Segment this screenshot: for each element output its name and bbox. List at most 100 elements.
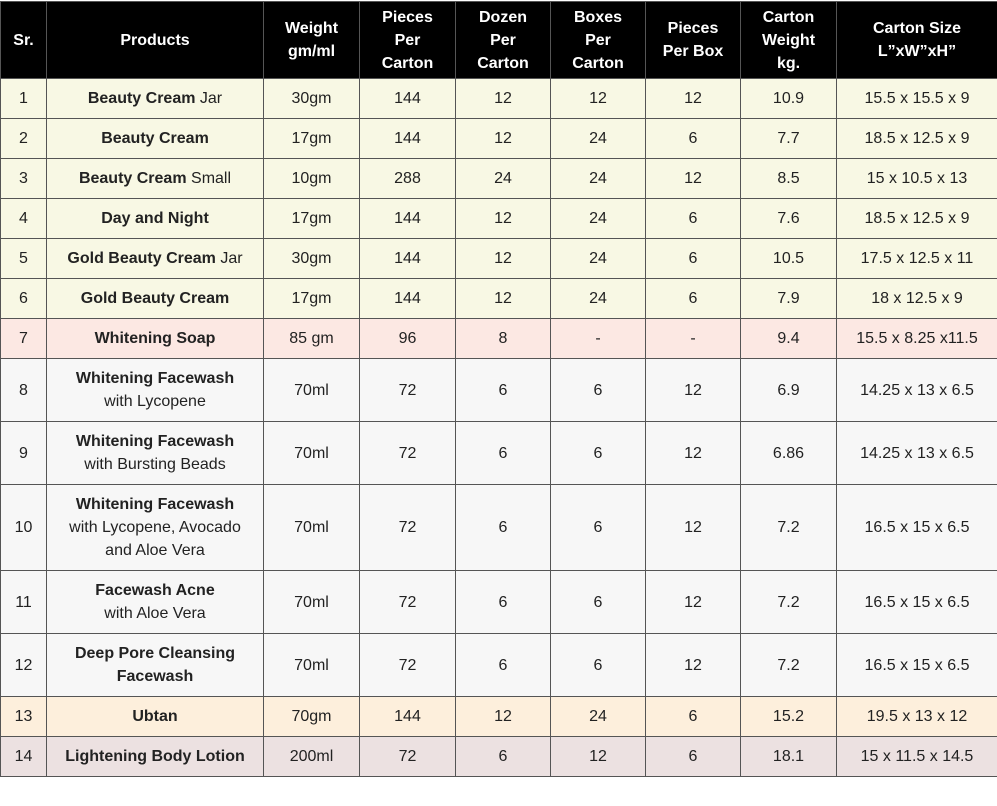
header-line: Carton Size [839,17,995,40]
cell-product: Gold Beauty Cream [47,279,264,319]
header-line: Per [553,29,643,52]
cell-boxes-per-carton: 6 [551,422,646,485]
cell-boxes-per-carton: 6 [551,571,646,634]
cell-carton-weight: 10.5 [741,239,837,279]
cell-weight: 17gm [264,199,360,239]
header-line: Carton [553,52,643,75]
product-title: Ubtan [50,705,260,728]
cell-carton-size: 17.5 x 12.5 x 11 [837,239,997,279]
cell-sr: 3 [1,159,47,199]
cell-carton-size: 15 x 10.5 x 13 [837,159,997,199]
cell-pieces-per-carton: 72 [360,634,456,697]
product-description: with Aloe Vera [50,602,260,625]
cell-sr: 6 [1,279,47,319]
cell-pieces-per-carton: 72 [360,571,456,634]
header-line: Carton [458,52,548,75]
header-line: Per [458,29,548,52]
header-sr: Sr. [1,2,47,79]
cell-boxes-per-carton: 24 [551,697,646,737]
product-title: Beauty Cream [50,127,260,150]
product-name: Day and Night [101,210,209,227]
cell-dozen-per-carton: 12 [456,239,551,279]
cell-pieces-per-carton: 144 [360,199,456,239]
product-title: Deep Pore Cleansing Facewash [65,642,245,688]
cell-pieces-per-box: 12 [646,634,741,697]
cell-dozen-per-carton: 12 [456,79,551,119]
cell-carton-size: 16.5 x 15 x 6.5 [837,485,997,571]
cell-pieces-per-carton: 72 [360,737,456,777]
header-line: L”xW”xH” [839,40,995,63]
product-title: Gold Beauty Cream [50,287,260,310]
cell-pieces-per-box: 12 [646,159,741,199]
cell-pieces-per-box: - [646,319,741,359]
cell-product: Deep Pore Cleansing Facewash [47,634,264,697]
product-title: Whitening Facewash [50,367,260,390]
cell-dozen-per-carton: 8 [456,319,551,359]
cell-boxes-per-carton: 24 [551,279,646,319]
header-line: Boxes [553,6,643,29]
cell-dozen-per-carton: 12 [456,119,551,159]
cell-carton-weight: 7.9 [741,279,837,319]
cell-boxes-per-carton: 12 [551,79,646,119]
cell-carton-weight: 7.7 [741,119,837,159]
header-line: kg. [743,52,834,75]
product-title: Beauty Cream Jar [50,87,260,110]
cell-sr: 4 [1,199,47,239]
cell-dozen-per-carton: 24 [456,159,551,199]
cell-sr: 13 [1,697,47,737]
cell-carton-weight: 8.5 [741,159,837,199]
product-name: Deep Pore Cleansing Facewash [75,645,235,685]
cell-boxes-per-carton: 6 [551,634,646,697]
cell-pieces-per-carton: 72 [360,422,456,485]
cell-pieces-per-box: 6 [646,737,741,777]
cell-sr: 12 [1,634,47,697]
cell-carton-size: 18.5 x 12.5 x 9 [837,119,997,159]
cell-dozen-per-carton: 6 [456,422,551,485]
cell-weight: 70ml [264,571,360,634]
cell-carton-weight: 15.2 [741,697,837,737]
header-products: Products [47,2,264,79]
product-variant: Small [191,170,231,187]
header-line: Per [362,29,453,52]
cell-carton-weight: 18.1 [741,737,837,777]
product-name: Lightening Body Lotion [65,748,245,765]
cell-dozen-per-carton: 6 [456,737,551,777]
cell-boxes-per-carton: 24 [551,119,646,159]
cell-carton-size: 14.25 x 13 x 6.5 [837,422,997,485]
cell-pieces-per-box: 12 [646,485,741,571]
cell-sr: 11 [1,571,47,634]
cell-pieces-per-box: 6 [646,199,741,239]
cell-carton-size: 15.5 x 15.5 x 9 [837,79,997,119]
product-name: Ubtan [132,708,177,725]
product-description: and Aloe Vera [50,539,260,562]
cell-sr: 7 [1,319,47,359]
product-name: Whitening Soap [95,330,216,347]
cell-weight: 30gm [264,239,360,279]
cell-pieces-per-box: 12 [646,571,741,634]
cell-product: Beauty Cream Small [47,159,264,199]
product-name: Facewash Acne [95,582,214,599]
cell-carton-size: 18.5 x 12.5 x 9 [837,199,997,239]
cell-carton-size: 15 x 11.5 x 14.5 [837,737,997,777]
product-name: Beauty Cream [101,130,209,147]
cell-weight: 70ml [264,359,360,422]
cell-pieces-per-carton: 72 [360,359,456,422]
header-line: gm/ml [266,40,357,63]
cell-carton-weight: 7.6 [741,199,837,239]
cell-weight: 70ml [264,422,360,485]
header-line: Pieces [648,17,738,40]
cell-carton-weight: 7.2 [741,571,837,634]
